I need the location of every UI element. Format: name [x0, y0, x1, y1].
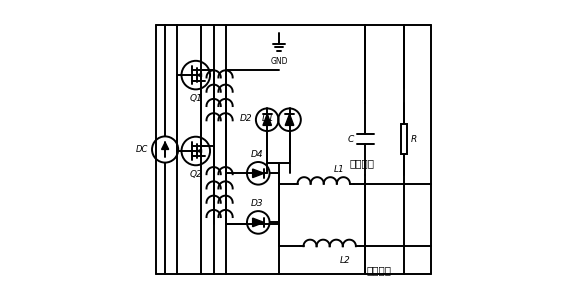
Text: 补偿支路: 补偿支路 [366, 265, 391, 275]
Text: L1: L1 [334, 165, 345, 174]
Text: GND: GND [270, 57, 288, 66]
Text: R: R [410, 135, 417, 144]
Polygon shape [161, 142, 168, 150]
Text: D4: D4 [250, 150, 263, 159]
Text: L2: L2 [340, 256, 351, 265]
Text: D3: D3 [250, 199, 263, 208]
Polygon shape [253, 218, 264, 227]
Text: C: C [347, 135, 354, 144]
Text: D2: D2 [240, 114, 253, 123]
Text: 功率干路: 功率干路 [350, 158, 375, 168]
Polygon shape [253, 169, 264, 178]
Bar [401, 124, 407, 154]
Text: D1: D1 [262, 114, 275, 123]
Text: Q1: Q1 [190, 94, 203, 103]
Text: DC: DC [136, 145, 149, 154]
Text: Q2: Q2 [190, 170, 203, 179]
Polygon shape [285, 114, 294, 125]
Polygon shape [197, 149, 201, 153]
Polygon shape [197, 73, 201, 77]
Polygon shape [263, 114, 271, 125]
